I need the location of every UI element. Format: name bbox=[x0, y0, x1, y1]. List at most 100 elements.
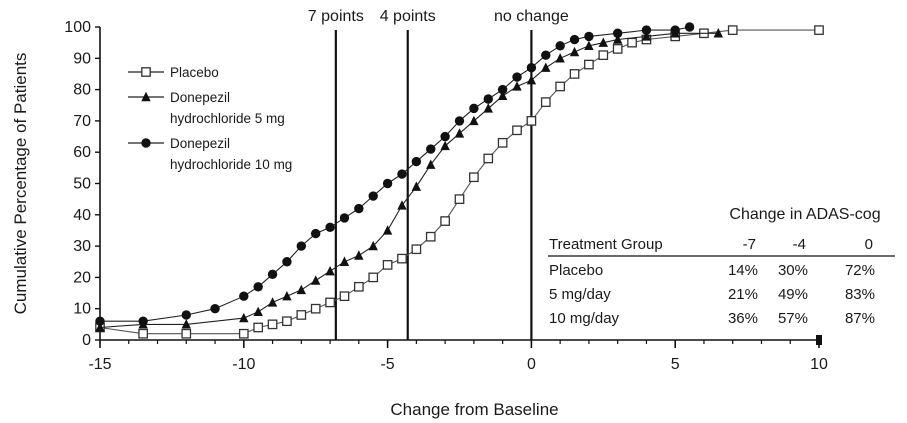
data-point bbox=[641, 25, 652, 35]
data-point bbox=[325, 222, 335, 233]
x-tick-label: -10 bbox=[232, 356, 255, 373]
data-point bbox=[684, 22, 695, 32]
data-point bbox=[454, 128, 465, 138]
adas-cog-table: Change in ADAS-cog Treatment Group -7 -4 0 Pl… bbox=[548, 206, 895, 327]
data-point bbox=[95, 322, 105, 332]
data-point bbox=[483, 103, 493, 113]
series-square bbox=[95, 25, 824, 339]
data-point bbox=[497, 84, 508, 95]
legend-label: hydrochloride 10 mg bbox=[170, 157, 292, 172]
axes: 0 10 20 30 40 50 60 70 80 90 100 -15 -10 -5 0 5 10 Change… bbox=[11, 8, 828, 419]
y-tick-label: 90 bbox=[73, 50, 91, 67]
legend-item: Placebo bbox=[128, 65, 219, 80]
y-axis-title: Cumulative Percentage of Patients bbox=[11, 53, 30, 315]
data-point bbox=[497, 137, 508, 148]
table-header-cell: -7 bbox=[743, 236, 756, 253]
data-point bbox=[440, 131, 450, 142]
table-cell: Placebo bbox=[549, 262, 603, 279]
table-cell: 36% bbox=[728, 310, 758, 327]
y-tick-label: 20 bbox=[73, 269, 91, 286]
y-tick-label: 40 bbox=[73, 207, 91, 224]
data-point bbox=[426, 159, 436, 169]
data-point bbox=[354, 203, 364, 214]
data-point bbox=[138, 328, 148, 339]
data-point bbox=[181, 310, 191, 320]
data-point bbox=[440, 216, 450, 226]
data-point bbox=[526, 62, 537, 73]
data-point bbox=[483, 94, 493, 104]
data-point bbox=[382, 260, 393, 270]
data-point bbox=[253, 306, 263, 317]
table-cell: 49% bbox=[778, 286, 808, 303]
data-point bbox=[670, 25, 680, 35]
data-point bbox=[440, 140, 450, 151]
data-point bbox=[454, 194, 465, 204]
data-point bbox=[612, 34, 623, 44]
data-point bbox=[411, 156, 422, 167]
data-point bbox=[569, 69, 580, 79]
data-point bbox=[541, 62, 551, 72]
legend-item: Donepezil hydrochloride 5 mg bbox=[128, 90, 285, 126]
data-point bbox=[598, 50, 609, 61]
data-point bbox=[569, 34, 580, 45]
data-point bbox=[267, 297, 278, 307]
data-point bbox=[267, 319, 278, 330]
data-point bbox=[469, 103, 479, 114]
data-point bbox=[311, 275, 321, 285]
data-point bbox=[526, 75, 537, 85]
data-point bbox=[339, 256, 350, 266]
y-tick-label: 70 bbox=[73, 113, 91, 130]
data-point bbox=[95, 316, 105, 326]
legend-marker bbox=[141, 91, 151, 102]
data-point bbox=[512, 125, 522, 136]
data-point bbox=[584, 59, 594, 70]
table-header-cell: -4 bbox=[793, 236, 806, 253]
data-point bbox=[138, 316, 148, 326]
x-tick-label: -15 bbox=[88, 356, 111, 373]
data-point bbox=[253, 282, 263, 292]
data-point bbox=[598, 37, 608, 47]
x-tick-label: 10 bbox=[810, 356, 828, 373]
data-point bbox=[325, 265, 335, 276]
table-header-cell: Treatment Group bbox=[549, 236, 663, 253]
data-point bbox=[296, 241, 307, 251]
data-point bbox=[584, 31, 594, 42]
data-point bbox=[397, 169, 407, 179]
table-cell: 72% bbox=[845, 262, 875, 279]
x-axis-title: Change from Baseline bbox=[390, 400, 558, 419]
data-point bbox=[555, 81, 566, 92]
table-title: Change in ADAS-cog bbox=[729, 206, 880, 223]
data-point bbox=[612, 44, 623, 54]
data-point bbox=[210, 304, 220, 314]
data-point bbox=[181, 328, 192, 339]
data-point bbox=[540, 97, 551, 107]
data-point bbox=[469, 115, 479, 126]
y-tick-label: 50 bbox=[73, 176, 91, 193]
data-point bbox=[555, 41, 565, 51]
data-point bbox=[713, 28, 724, 38]
data-point bbox=[368, 240, 378, 251]
data-point bbox=[296, 310, 307, 320]
x-tick-label: 5 bbox=[671, 356, 680, 373]
data-point bbox=[569, 46, 580, 57]
series-circle bbox=[95, 22, 695, 326]
data-point bbox=[354, 250, 364, 260]
data-point bbox=[253, 322, 264, 333]
legend-label: hydrochloride 5 mg bbox=[170, 111, 285, 126]
data-point bbox=[584, 40, 594, 50]
table-cell: 83% bbox=[845, 286, 875, 303]
x-tick-label: 0 bbox=[527, 356, 536, 373]
data-point bbox=[282, 316, 292, 327]
data-point bbox=[411, 244, 422, 255]
data-point bbox=[282, 257, 292, 267]
data-point bbox=[497, 90, 508, 101]
y-tick-label: 0 bbox=[82, 332, 91, 349]
table-cell: 14% bbox=[728, 262, 758, 279]
data-point bbox=[339, 291, 350, 302]
data-point bbox=[483, 153, 494, 164]
data-point bbox=[181, 319, 191, 329]
table-cell: 5 mg/day bbox=[549, 286, 611, 303]
data-point bbox=[727, 25, 738, 35]
